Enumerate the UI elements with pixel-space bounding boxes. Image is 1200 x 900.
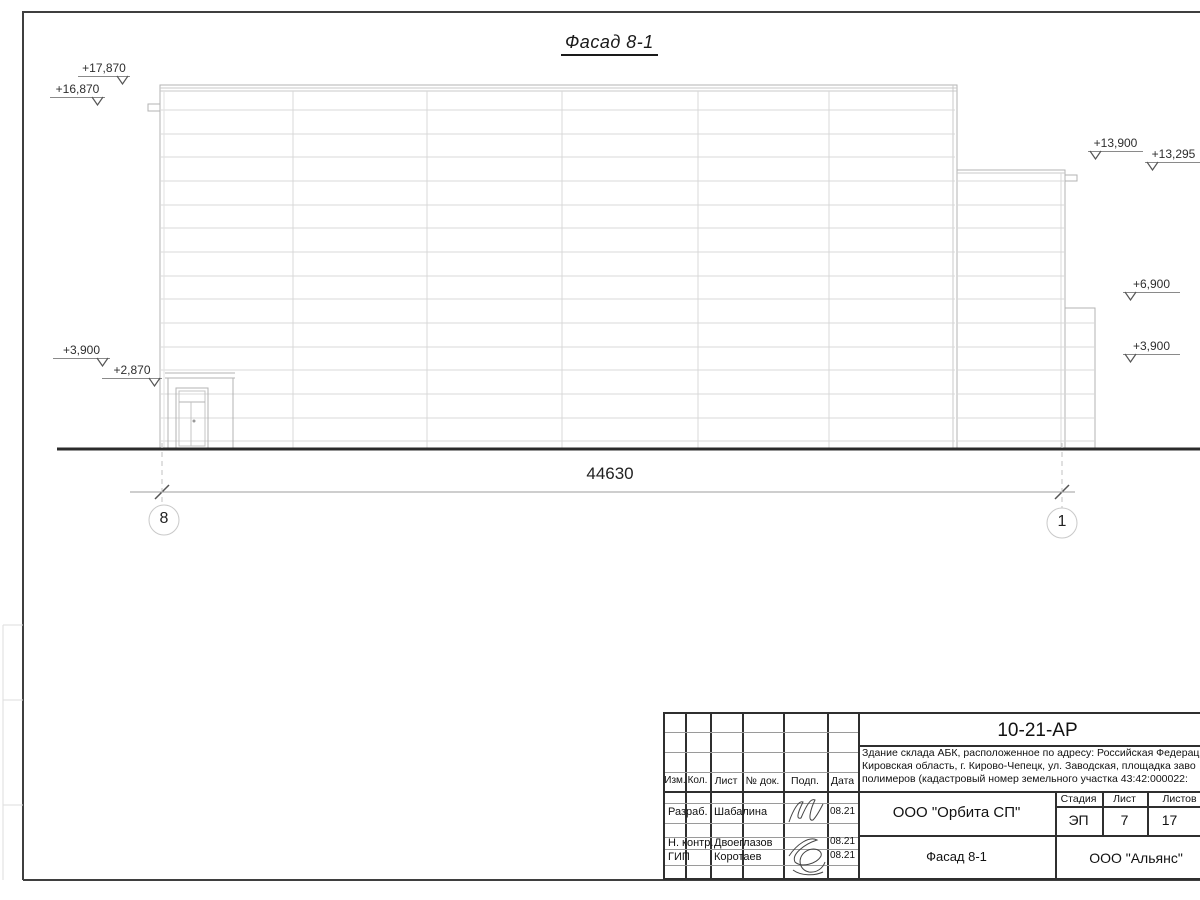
tb-col-kol: Кол.	[687, 775, 708, 786]
tb-divider	[685, 714, 687, 878]
tb-divider	[858, 714, 860, 878]
elevation-mark: +3,900	[53, 343, 110, 367]
entrance-door	[165, 372, 235, 450]
tb-stage-value: ЭП	[1068, 812, 1089, 828]
tb-sheets-total-label: Листов	[1162, 793, 1197, 805]
page-title: Фасад 8-1	[561, 32, 658, 56]
elevation-mark: +3,900	[1123, 339, 1180, 363]
elevation-arrow-icon	[148, 377, 161, 387]
tb-doc-number: 10-21-АР	[997, 720, 1078, 741]
tb-description-line: Кировская область, г. Кирово-Чепецк, ул.…	[862, 760, 1196, 772]
signature-icon	[788, 838, 826, 876]
tb-col-data: Дата	[830, 775, 855, 787]
elevation-arrow-icon	[116, 75, 129, 85]
tb-col-ndok: № док.	[745, 775, 780, 787]
tb-name: Двоеглазов	[714, 837, 773, 849]
tb-rule	[665, 823, 858, 824]
tb-divider	[783, 714, 785, 878]
page-frame	[22, 11, 1200, 881]
tb-contractor: ООО "Альянс"	[1089, 850, 1183, 866]
tb-divider	[858, 835, 1200, 837]
elevation-value: +3,900	[1132, 339, 1171, 353]
tb-col-podp: Подп.	[791, 775, 819, 787]
tb-role: ГИП	[668, 851, 690, 863]
axis-bubbles	[148, 504, 1078, 539]
tb-date: 08.21	[829, 806, 856, 817]
elevation-mark: +17,870	[78, 61, 130, 85]
elevation-arrow-icon	[1146, 161, 1159, 171]
tb-col-izm: Изм.	[664, 775, 686, 786]
axis-bubble-1: 1	[1057, 513, 1067, 530]
elevation-mark: +13,900	[1088, 136, 1143, 160]
tb-col-list: Лист	[714, 775, 738, 787]
elevation-arrow-icon	[1124, 353, 1137, 363]
elevation-arrow-icon	[1089, 150, 1102, 160]
tb-rule	[665, 772, 858, 773]
signature-icon	[788, 799, 824, 823]
tb-stage-label: Стадия	[1060, 793, 1097, 805]
tb-rule	[665, 837, 858, 838]
tb-divider	[827, 714, 829, 878]
tb-divider	[858, 745, 1200, 747]
margin-lines	[2, 624, 23, 880]
elevation-value: +2,870	[113, 363, 151, 377]
tb-rule	[665, 732, 858, 733]
tb-rule	[665, 752, 858, 753]
tb-role: Разраб.	[668, 806, 708, 818]
title-block: Изм. Кол. Лист № док. Подп. Дата 10-21-А…	[663, 712, 1200, 880]
elevation-value: +13,295	[1151, 147, 1196, 161]
tb-rule	[665, 849, 858, 850]
dimension-line	[130, 443, 1075, 508]
elevation-mark: +6,900	[1123, 277, 1180, 301]
elevation-arrow-icon	[1124, 291, 1137, 301]
tb-role: Н. контр.	[668, 837, 714, 849]
tb-description-line: полимеров (кадастровый номер земельного …	[862, 773, 1188, 785]
elevation-value: +13,900	[1093, 136, 1138, 150]
elevation-arrow-icon	[91, 96, 104, 106]
elevation-value: +16,870	[55, 82, 100, 96]
tb-rule	[665, 803, 858, 804]
tb-divider	[1102, 791, 1104, 835]
axis-bubble-8: 8	[159, 510, 169, 527]
tb-description-line: Здание склада АБК, расположенное по адре…	[862, 747, 1200, 759]
elevation-value: +6,900	[1132, 277, 1171, 291]
tb-divider	[742, 714, 744, 878]
tb-divider	[1055, 791, 1057, 878]
tb-sheet-label: Лист	[1113, 793, 1136, 805]
tb-divider	[1055, 806, 1200, 808]
elevation-arrow-icon	[96, 357, 109, 367]
tb-sheet-title: Фасад 8-1	[926, 849, 987, 864]
elevation-mark: +16,870	[50, 82, 105, 106]
tb-name: Коротаев	[714, 851, 762, 863]
dimension-text: 44630	[586, 464, 634, 483]
tb-date: 08.21	[829, 836, 856, 847]
elevation-value: +3,900	[62, 343, 101, 357]
tb-sheet-value: 7	[1120, 812, 1129, 828]
panel-joints	[160, 91, 1095, 449]
tb-divider	[1147, 791, 1149, 835]
tb-name: Шабалина	[714, 806, 768, 818]
tb-divider	[665, 791, 1200, 793]
elevation-mark: +13,295	[1145, 147, 1200, 171]
tb-date: 08.21	[829, 850, 856, 861]
elevation-mark: +2,870	[102, 363, 162, 387]
tb-sheets-total-value: 17	[1161, 812, 1178, 828]
tb-divider	[710, 714, 712, 878]
tb-rule	[665, 865, 858, 866]
tb-company: ООО "Орбита СП"	[892, 804, 1021, 821]
elevation-value: +17,870	[82, 61, 126, 75]
